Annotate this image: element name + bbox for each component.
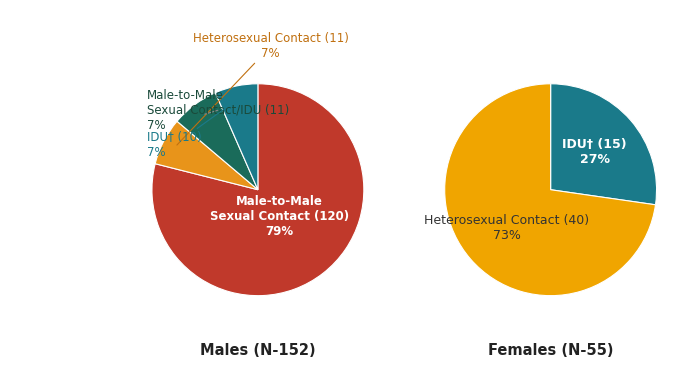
Wedge shape [177, 93, 258, 190]
Text: IDU† (10)
7%: IDU† (10) 7% [146, 100, 236, 159]
Text: Male-to-Male
Sexual Contact (120)
79%: Male-to-Male Sexual Contact (120) 79% [210, 195, 348, 238]
Title: Males (N-152): Males (N-152) [200, 343, 316, 358]
Text: IDU† (15)
27%: IDU† (15) 27% [562, 138, 627, 166]
Wedge shape [551, 84, 657, 205]
Wedge shape [215, 84, 258, 190]
Text: Heterosexual Contact (40)
73%: Heterosexual Contact (40) 73% [424, 214, 589, 242]
Text: Heterosexual Contact (11)
7%: Heterosexual Contact (11) 7% [177, 32, 348, 145]
Wedge shape [155, 121, 258, 190]
Wedge shape [152, 84, 364, 296]
Text: Male-to-Male
Sexual Contact/IDU (11)
7%: Male-to-Male Sexual Contact/IDU (11) 7% [146, 89, 289, 132]
Title: Females (N-55): Females (N-55) [488, 343, 613, 358]
Wedge shape [445, 84, 655, 296]
